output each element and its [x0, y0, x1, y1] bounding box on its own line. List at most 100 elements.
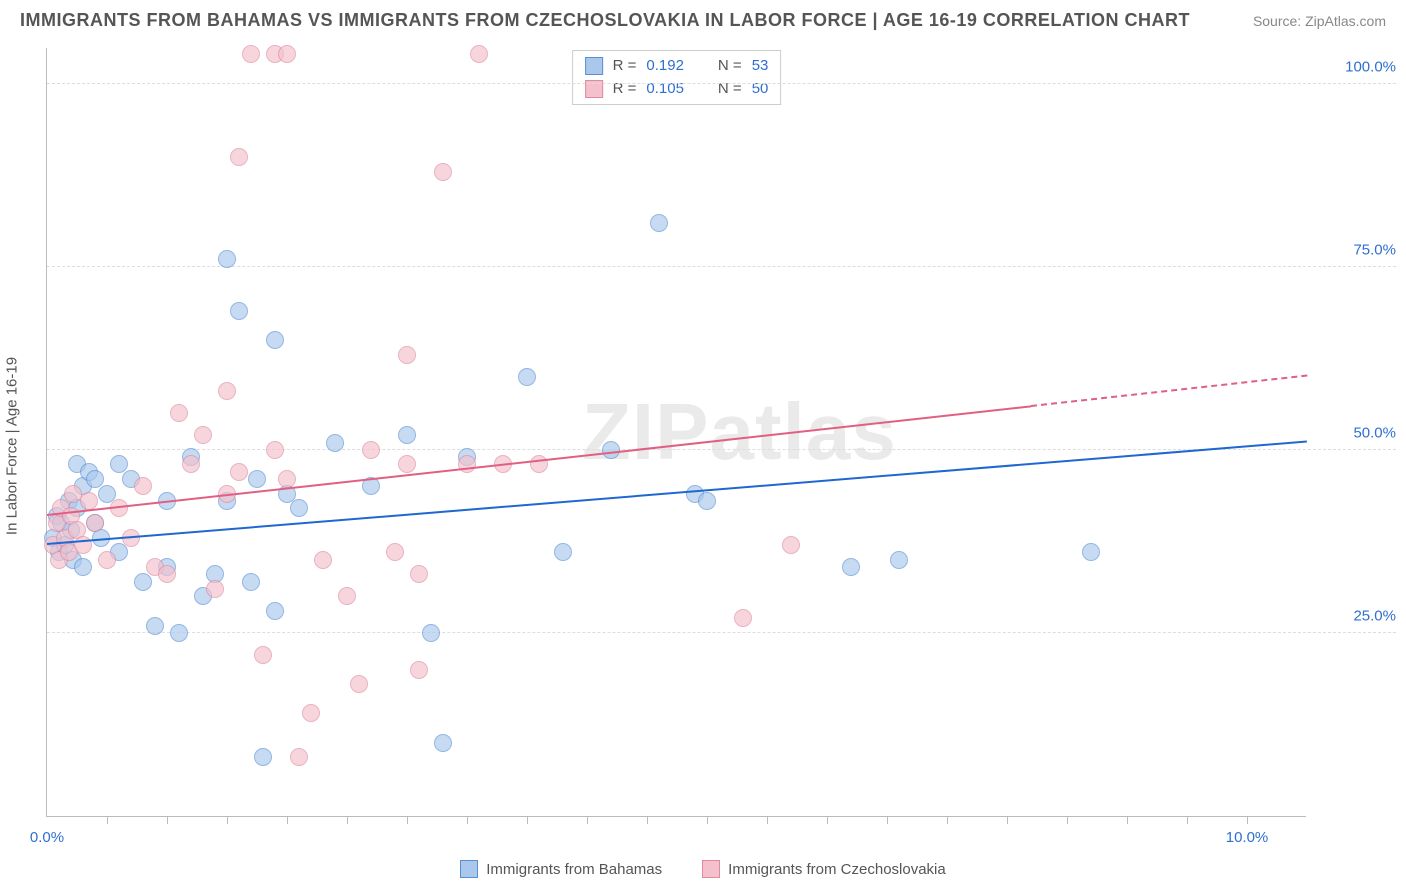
x-tick — [1007, 816, 1008, 824]
x-tick — [467, 816, 468, 824]
trend-line — [1031, 375, 1307, 407]
x-tick-label: 10.0% — [1226, 829, 1269, 846]
data-point — [338, 587, 356, 605]
data-point — [170, 404, 188, 422]
x-tick — [587, 816, 588, 824]
legend-row: R =0.105N =50 — [585, 78, 769, 101]
y-tick-label: 100.0% — [1316, 58, 1396, 75]
data-point — [230, 302, 248, 320]
legend-r-value: 0.105 — [646, 78, 684, 101]
data-point — [302, 704, 320, 722]
legend-row: R =0.192N =53 — [585, 55, 769, 78]
data-point — [254, 748, 272, 766]
data-point — [230, 148, 248, 166]
x-tick — [707, 816, 708, 824]
scatter-chart: ZIPatlas R =0.192N =53R =0.105N =50 25.0… — [46, 48, 1306, 817]
data-point — [254, 646, 272, 664]
data-point — [782, 536, 800, 554]
y-tick-label: 50.0% — [1316, 424, 1396, 441]
data-point — [734, 609, 752, 627]
legend-r-value: 0.192 — [646, 55, 684, 78]
data-point — [74, 558, 92, 576]
data-point — [86, 514, 104, 532]
legend-label: Immigrants from Bahamas — [486, 861, 662, 878]
x-tick — [347, 816, 348, 824]
data-point — [398, 346, 416, 364]
legend-r-label: R = — [613, 55, 637, 78]
legend-correlation: R =0.192N =53R =0.105N =50 — [572, 50, 782, 105]
x-tick — [767, 816, 768, 824]
x-tick — [287, 816, 288, 824]
data-point — [602, 441, 620, 459]
data-point — [266, 602, 284, 620]
x-tick — [827, 816, 828, 824]
legend-swatch — [585, 57, 603, 75]
legend-swatch — [702, 860, 720, 878]
data-point — [182, 455, 200, 473]
data-point — [170, 624, 188, 642]
x-tick — [887, 816, 888, 824]
data-point — [278, 45, 296, 63]
x-tick — [227, 816, 228, 824]
data-point — [1082, 543, 1100, 561]
data-point — [434, 734, 452, 752]
legend-series: Immigrants from Bahamas Immigrants from C… — [0, 860, 1406, 878]
data-point — [698, 492, 716, 510]
gridline — [47, 632, 1396, 633]
data-point — [266, 441, 284, 459]
x-tick — [1127, 816, 1128, 824]
data-point — [278, 470, 296, 488]
data-point — [470, 45, 488, 63]
legend-item: Immigrants from Bahamas — [460, 860, 662, 878]
data-point — [842, 558, 860, 576]
x-tick — [1067, 816, 1068, 824]
data-point — [218, 382, 236, 400]
data-point — [362, 441, 380, 459]
data-point — [326, 434, 344, 452]
data-point — [314, 551, 332, 569]
data-point — [410, 661, 428, 679]
data-point — [458, 455, 476, 473]
data-point — [230, 463, 248, 481]
data-point — [98, 551, 116, 569]
y-axis-label: In Labor Force | Age 16-19 — [4, 357, 21, 535]
gridline — [47, 83, 1396, 84]
data-point — [386, 543, 404, 561]
x-tick-label: 0.0% — [30, 829, 64, 846]
data-point — [134, 573, 152, 591]
data-point — [80, 492, 98, 510]
legend-n-value: 50 — [752, 78, 769, 101]
chart-title: IMMIGRANTS FROM BAHAMAS VS IMMIGRANTS FR… — [20, 10, 1190, 31]
data-point — [650, 214, 668, 232]
data-point — [158, 565, 176, 583]
x-tick — [527, 816, 528, 824]
data-point — [266, 331, 284, 349]
x-tick — [647, 816, 648, 824]
data-point — [890, 551, 908, 569]
legend-label: Immigrants from Czechoslovakia — [728, 861, 946, 878]
data-point — [434, 163, 452, 181]
x-tick — [947, 816, 948, 824]
data-point — [248, 470, 266, 488]
legend-n-value: 53 — [752, 55, 769, 78]
data-point — [554, 543, 572, 561]
data-point — [518, 368, 536, 386]
y-tick-label: 25.0% — [1316, 607, 1396, 624]
x-tick — [167, 816, 168, 824]
data-point — [290, 499, 308, 517]
data-point — [218, 250, 236, 268]
data-point — [242, 573, 260, 591]
x-tick — [1187, 816, 1188, 824]
data-point — [194, 426, 212, 444]
data-point — [398, 426, 416, 444]
gridline — [47, 266, 1396, 267]
legend-r-label: R = — [613, 78, 637, 101]
legend-swatch — [460, 860, 478, 878]
data-point — [350, 675, 368, 693]
data-point — [290, 748, 308, 766]
data-point — [398, 455, 416, 473]
y-tick-label: 75.0% — [1316, 241, 1396, 258]
x-tick — [107, 816, 108, 824]
data-point — [410, 565, 428, 583]
legend-item: Immigrants from Czechoslovakia — [702, 860, 946, 878]
